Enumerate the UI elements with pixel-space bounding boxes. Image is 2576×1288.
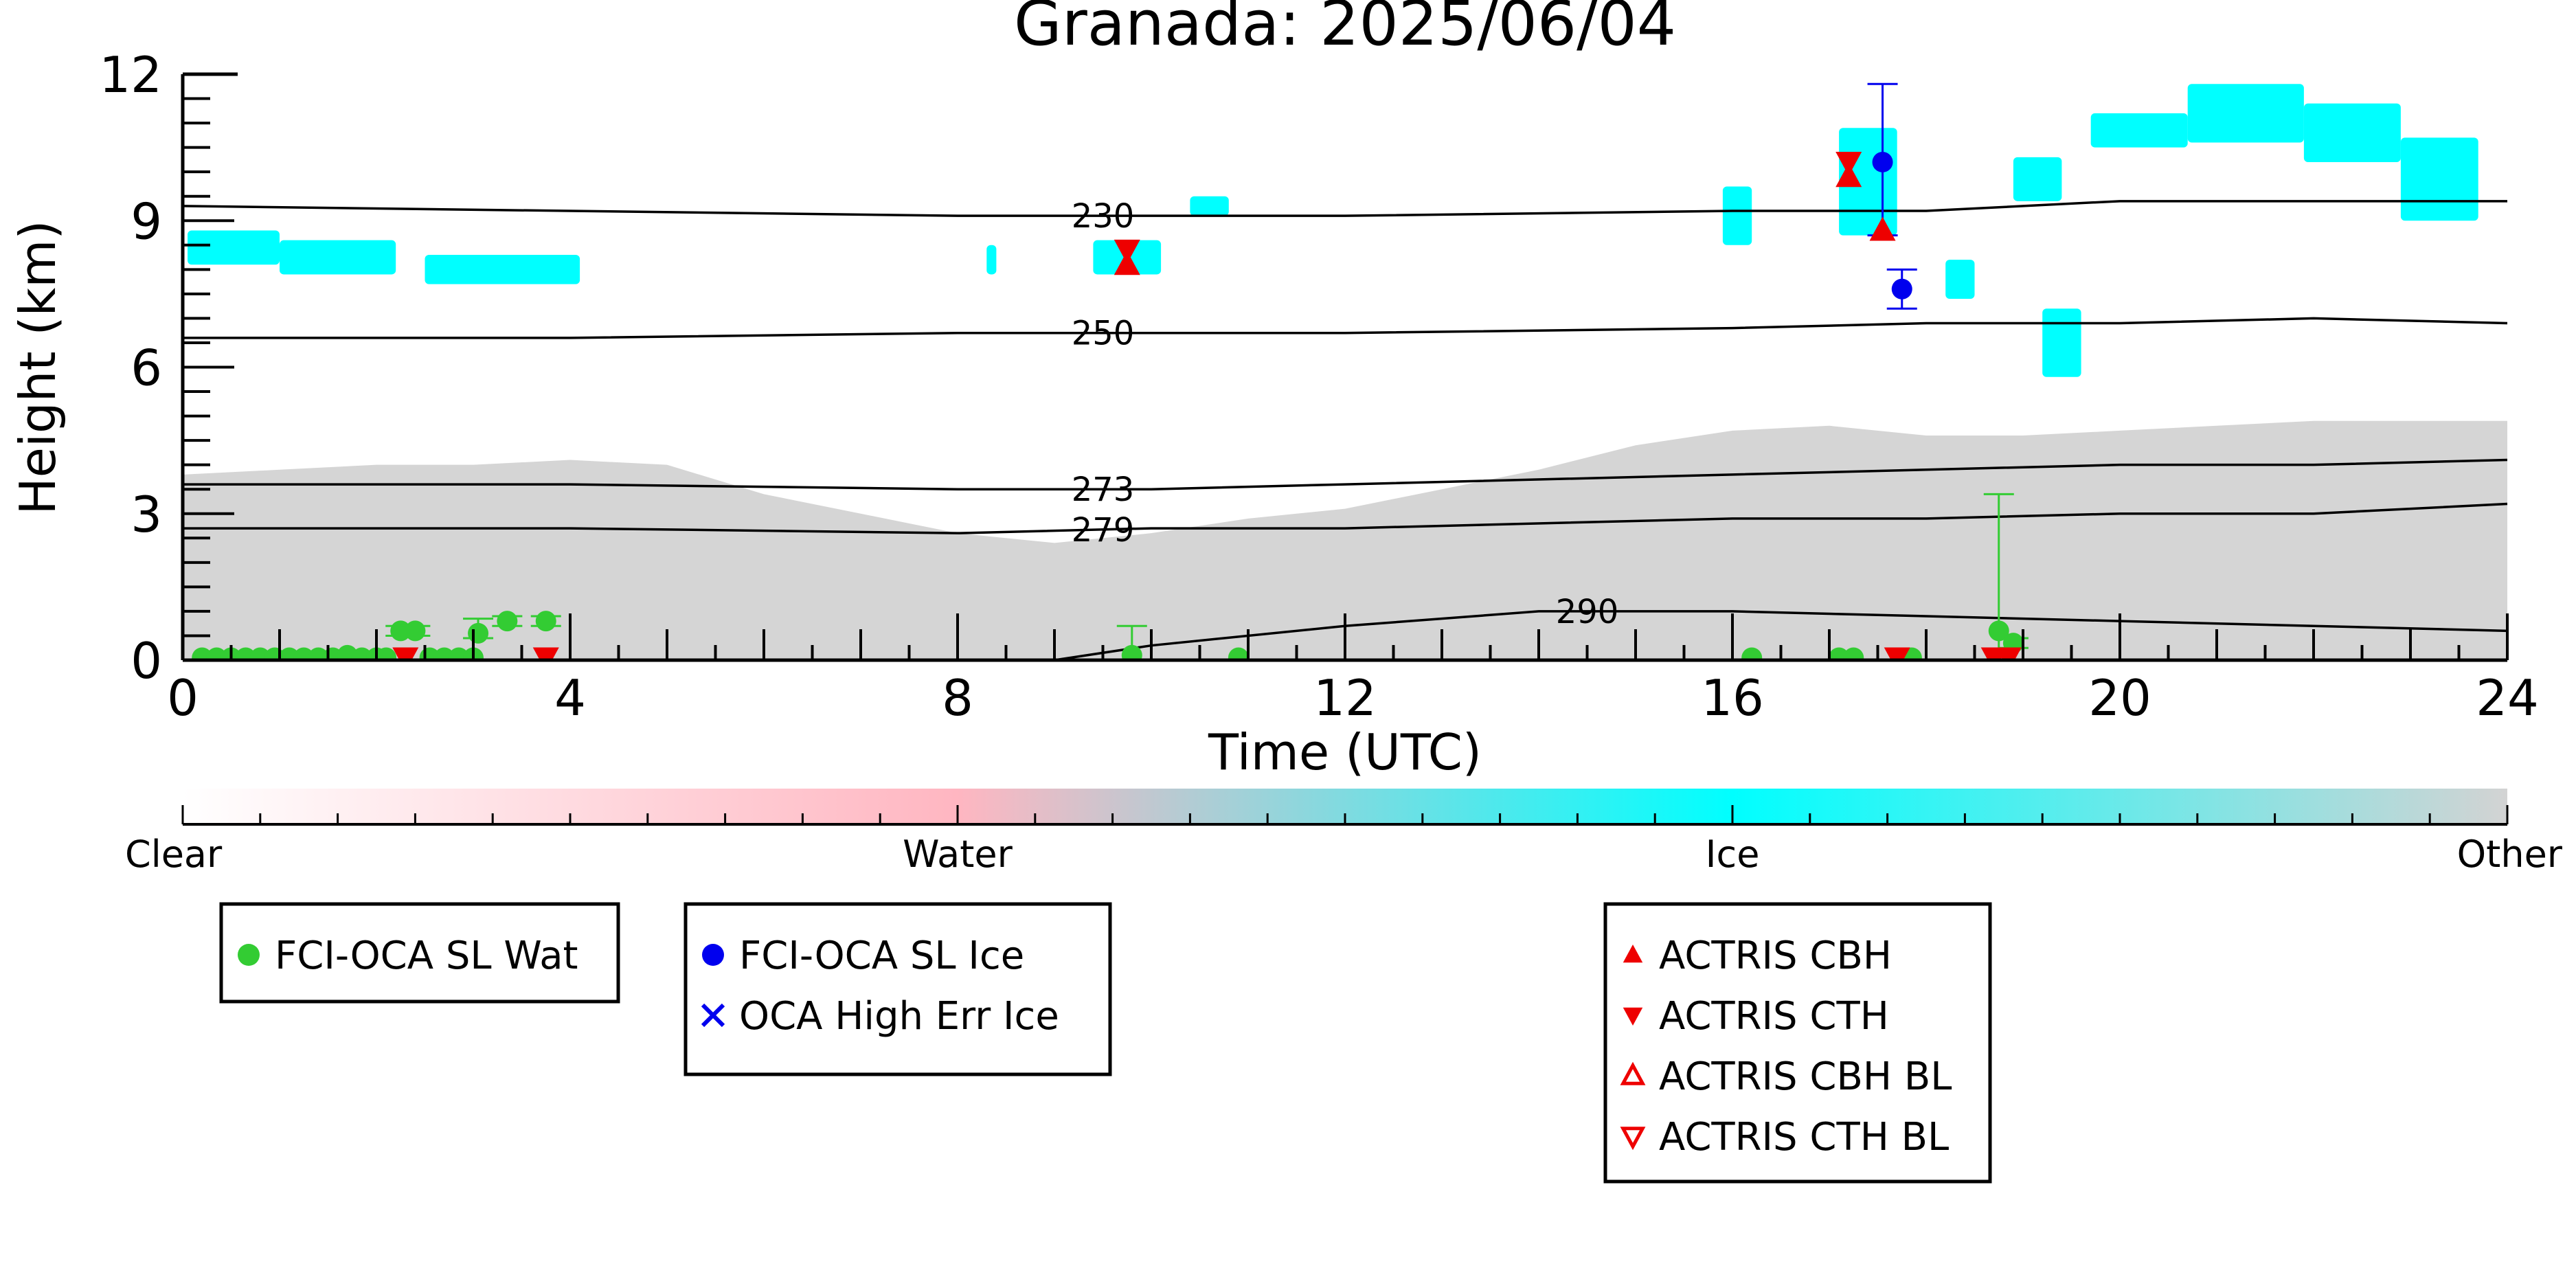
y-tick-label-3: 3 — [131, 486, 162, 543]
other-region-0 — [183, 420, 2507, 660]
fci-oca-sl-wat-point-25 — [1741, 647, 1763, 660]
fci-oca-sl-wat-point-24 — [1228, 647, 1249, 660]
y-tick-label-6: 6 — [131, 339, 162, 397]
colorbar-label-other: Other — [2457, 833, 2563, 876]
colorbar: Clear Water Ice Other — [125, 789, 2563, 876]
isotherm-label-250: 250 — [1072, 315, 1135, 353]
ice-region-6 — [1722, 186, 1752, 245]
legend-actris-cbh-bl-marker — [1620, 1061, 1646, 1085]
ice-region-14 — [2042, 308, 2081, 377]
actris-cth-point-4 — [1884, 647, 1910, 660]
legend-box-actris — [1603, 902, 1992, 1184]
y-tick-label-9: 9 — [131, 192, 162, 250]
legend-fci-oca-sl-ice-marker — [702, 944, 724, 966]
fci-oca-sl-wat-point-20 — [468, 622, 489, 644]
ice-region-9 — [2090, 113, 2188, 148]
actris-cbh-point-2 — [1869, 216, 1896, 241]
fci-oca-sl-wat-point-29 — [1988, 620, 2009, 642]
actris-cth-point-2 — [392, 647, 419, 660]
x-tick-label-20: 20 — [2088, 669, 2151, 727]
isotherm-label-273: 273 — [1072, 471, 1135, 509]
legend-fci-oca-sl-ice-label: FCI-OCA SL Ice — [739, 934, 1024, 978]
legend-group-actris: ACTRIS CBH ACTRIS CTH ACTRIS CBH BL ACTRIS … — [1603, 902, 1992, 1184]
legend-box-ice — [683, 902, 1112, 1076]
x-tick-label-4: 4 — [554, 669, 586, 727]
x-tick-label-24: 24 — [2476, 669, 2539, 727]
y-tick-label-12: 12 — [99, 46, 162, 104]
fci-oca-sl-wat-point-22 — [535, 611, 556, 632]
fci-oca-sl-wat-point-13 — [376, 647, 397, 660]
x-tick-label-0: 0 — [167, 669, 199, 727]
isotherm-273 — [183, 458, 2508, 490]
isotherm-250 — [183, 317, 2508, 339]
plot-background-layer — [183, 84, 2507, 660]
isotherm-label-279: 279 — [1072, 511, 1135, 550]
ice-region-5 — [1190, 196, 1229, 216]
legend-actris-cbh-label: ACTRIS CBH — [1659, 934, 1892, 978]
marker-layer — [192, 82, 2029, 660]
isotherm-label-230: 230 — [1072, 197, 1135, 236]
actris-cth-point-1 — [1835, 151, 1862, 176]
actris-cth-point-0 — [1114, 239, 1140, 264]
legend-actris-cth-label: ACTRIS CTH — [1659, 994, 1889, 1039]
actris-cth-point-6 — [1995, 647, 2022, 660]
x-tick-label-8: 8 — [942, 669, 973, 727]
legend: FCI-OCA SL Wat FCI-OCA SL Ice OCA High Err… — [219, 902, 1992, 1184]
fci-oca-sl-ice-point-0 — [1872, 151, 1893, 172]
isotherm-label-290: 290 — [1556, 593, 1619, 631]
legend-fci-oca-sl-wat-label: FCI-OCA SL Wat — [275, 934, 578, 978]
fci-oca-sl-wat-point-23 — [1121, 644, 1142, 660]
legend-actris-cth-bl-marker — [1620, 1127, 1646, 1151]
fci-oca-sl-ice-point-1 — [1891, 278, 1912, 300]
legend-actris-cbh-bl-label: ACTRIS CBH BL — [1659, 1054, 1952, 1099]
fci-oca-sl-wat-point-27 — [1843, 647, 1864, 660]
isotherm-279 — [183, 502, 2508, 534]
legend-oca-high-err-ice-marker — [701, 1003, 725, 1028]
colorbar-label-ice: Ice — [1706, 833, 1760, 876]
x-tick-label-12: 12 — [1313, 669, 1377, 727]
chart-title: Granada: 2025/06/04 — [1014, 0, 1676, 60]
ice-region-10 — [2187, 84, 2304, 143]
legend-group-water: FCI-OCA SL Wat — [219, 902, 620, 1004]
ice-region-13 — [1945, 260, 1975, 299]
legend-actris-cth-marker — [1623, 1007, 1643, 1026]
actris-cth-point-3 — [532, 647, 559, 660]
axes: 0 3 6 9 12 0 4 8 12 16 20 24 — [99, 46, 2538, 727]
legend-actris-cth-bl-label: ACTRIS CTH BL — [1659, 1115, 1949, 1160]
ice-region-8 — [2013, 157, 2062, 201]
ice-region-1 — [280, 240, 396, 275]
legend-actris-cbh-marker — [1623, 945, 1643, 963]
ice-region-3 — [986, 245, 997, 275]
isotherm-230 — [182, 200, 2507, 217]
x-tick-label-16: 16 — [1701, 669, 1764, 727]
colorbar-label-clear: Clear — [125, 833, 223, 876]
colorbar-label-water: Water — [903, 833, 1013, 876]
legend-box-water — [219, 902, 620, 1004]
ice-region-0 — [188, 230, 280, 265]
fci-oca-sl-wat-point-15 — [405, 620, 426, 642]
legend-group-ice: FCI-OCA SL Ice OCA High Err Ice — [683, 902, 1112, 1076]
legend-oca-high-err-ice-marker-stroke-b — [701, 1003, 725, 1028]
y-axis-label: Height (km) — [9, 221, 67, 515]
legend-oca-high-err-ice-label: OCA High Err Ice — [739, 994, 1059, 1039]
ice-region-2 — [425, 255, 580, 284]
legend-fci-oca-sl-wat-marker — [238, 944, 260, 966]
fci-oca-sl-wat-point-21 — [497, 611, 518, 632]
ice-region-11 — [2303, 103, 2401, 162]
y-tick-label-0: 0 — [131, 632, 162, 690]
ice-region-12 — [2400, 137, 2478, 221]
x-axis-label: Time (UTC) — [1208, 723, 1482, 781]
